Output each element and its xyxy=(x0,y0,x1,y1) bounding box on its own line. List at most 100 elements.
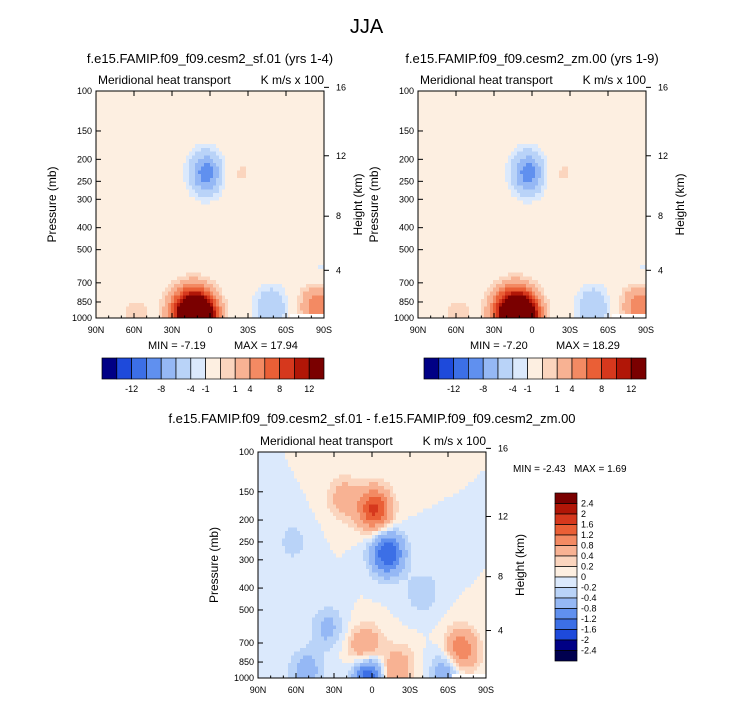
heatmap-cell xyxy=(282,208,286,213)
heatmap-cell xyxy=(300,91,304,96)
heatmap-cell xyxy=(183,181,187,187)
heatmap-cell xyxy=(231,109,235,115)
heatmap-cell xyxy=(285,310,289,315)
heatmap-cell xyxy=(261,272,265,277)
heatmap-cell xyxy=(267,268,271,274)
heatmap-cell xyxy=(105,314,109,319)
heatmap-cell xyxy=(186,166,190,172)
heatmap-cell xyxy=(105,178,109,183)
heatmap-cell xyxy=(165,200,169,206)
heatmap-cell xyxy=(219,121,223,126)
heatmap-cell xyxy=(102,234,106,240)
heatmap-cell xyxy=(153,143,157,149)
heatmap-cell xyxy=(189,174,193,179)
heatmap-cell xyxy=(216,181,220,187)
heatmap-cell xyxy=(147,140,151,145)
heatmap-cell xyxy=(186,109,190,115)
heatmap-cell xyxy=(180,283,184,289)
heatmap-cell xyxy=(96,299,100,304)
heatmap-cell xyxy=(285,91,289,96)
heatmap-cell xyxy=(225,310,229,315)
heatmap-cell xyxy=(309,265,313,270)
heatmap-cell xyxy=(171,155,175,160)
heatmap-cell xyxy=(436,102,440,107)
heatmap-cell xyxy=(141,98,145,103)
heatmap-cell xyxy=(156,121,160,126)
heatmap-cell xyxy=(147,204,151,209)
heatmap-cell xyxy=(153,276,157,281)
heatmap-cell xyxy=(180,155,184,160)
heatmap-cell xyxy=(297,125,301,130)
heatmap-cell xyxy=(186,276,190,281)
heatmap-cell xyxy=(123,223,127,228)
heatmap-cell xyxy=(174,155,178,160)
heatmap-cell xyxy=(102,257,106,262)
heatmap-cell xyxy=(243,102,247,107)
heatmap-cell xyxy=(111,310,115,315)
heatmap-cell xyxy=(204,208,208,213)
heatmap-cell xyxy=(108,238,112,243)
heatmap-cell xyxy=(165,238,169,243)
heatmap-cell xyxy=(156,151,160,156)
heatmap-cell xyxy=(147,272,151,277)
heatmap-cell xyxy=(318,283,322,289)
heatmap-cell xyxy=(195,102,199,107)
heatmap-cell xyxy=(138,299,142,304)
heatmap-cell xyxy=(189,257,193,262)
heatmap-cell xyxy=(114,200,118,206)
heatmap-cell xyxy=(282,185,286,190)
heatmap-cell xyxy=(291,238,295,243)
heatmap-cell xyxy=(180,242,184,247)
heatmap-cell xyxy=(108,261,112,266)
heatmap-cell xyxy=(195,249,199,255)
heatmap-cell xyxy=(138,159,142,164)
heatmap-cell xyxy=(249,310,253,315)
heatmap-cell xyxy=(496,98,500,103)
heatmap-cell xyxy=(171,208,175,213)
heatmap-cell xyxy=(228,230,232,236)
heatmap-cell xyxy=(306,178,310,183)
heatmap-cell xyxy=(198,295,202,300)
heatmap-cell xyxy=(222,287,226,293)
heatmap-cell xyxy=(261,215,265,221)
heatmap-cell xyxy=(129,136,133,141)
heatmap-cell xyxy=(237,185,241,190)
heatmap-cell xyxy=(270,310,274,315)
heatmap-cell xyxy=(102,140,106,145)
heatmap-cell xyxy=(237,249,241,255)
heatmap-cell xyxy=(162,159,166,164)
heatmap-cell xyxy=(300,102,304,107)
heatmap-cell xyxy=(159,253,163,259)
heatmap-cell xyxy=(174,98,178,103)
heatmap-cell xyxy=(216,189,220,194)
heatmap-cell xyxy=(228,287,232,293)
heatmap-cell xyxy=(312,94,316,100)
heatmap-cell xyxy=(204,181,208,187)
heatmap-cell xyxy=(231,253,235,259)
heatmap-cell xyxy=(210,287,214,293)
heatmap-cell xyxy=(123,272,127,277)
heatmap-cell xyxy=(306,283,310,289)
heatmap-cell xyxy=(123,314,127,319)
heatmap-cell xyxy=(150,128,154,134)
heatmap-cell xyxy=(204,113,208,119)
heatmap-cell xyxy=(261,227,265,232)
heatmap-cell xyxy=(219,174,223,179)
heatmap-cell xyxy=(267,204,271,209)
heatmap-cell xyxy=(231,113,235,119)
heatmap-cell xyxy=(318,178,322,183)
heatmap-cell xyxy=(261,204,265,209)
heatmap-cell xyxy=(303,208,307,213)
heatmap-cell xyxy=(228,302,232,308)
heatmap-cell xyxy=(123,117,127,122)
heatmap-cell xyxy=(264,106,268,111)
heatmap-cell xyxy=(186,295,190,300)
heatmap-cell xyxy=(207,143,211,149)
heatmap-cell xyxy=(261,181,265,187)
heatmap-cell xyxy=(177,299,181,304)
heatmap-cell xyxy=(258,181,262,187)
heatmap-cell xyxy=(249,227,253,232)
heatmap-cell xyxy=(246,276,250,281)
heatmap-cell xyxy=(273,310,277,315)
heatmap-cell xyxy=(129,280,133,285)
